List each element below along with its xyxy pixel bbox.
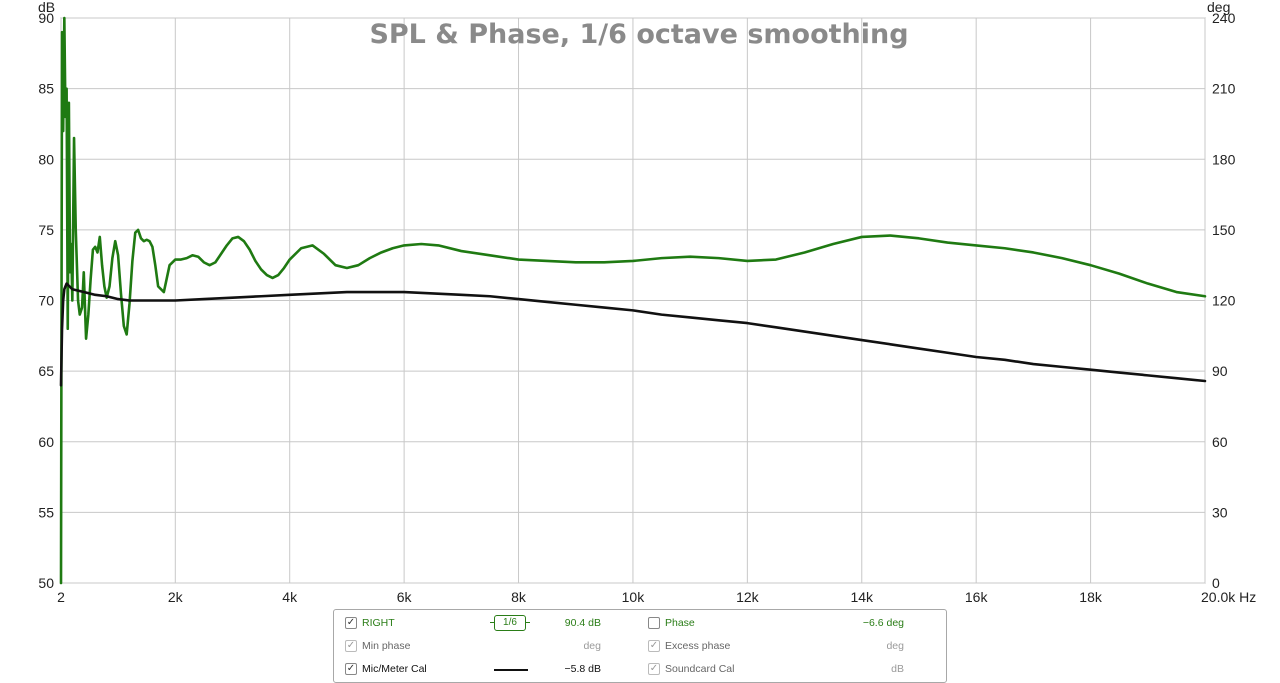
x-tick-label: 14k xyxy=(850,589,874,605)
smoothing-indicator[interactable]: 1/6 xyxy=(490,615,530,631)
phase-value: −6.6 deg xyxy=(862,617,904,629)
legend-row-min-phase: ✓ Min phase deg ✓ Excess phase deg xyxy=(334,635,946,657)
excess-phase-checkbox[interactable]: ✓ xyxy=(648,640,660,652)
right-tick-label: 180 xyxy=(1212,151,1236,167)
chart-title: SPL & Phase, 1/6 octave smoothing xyxy=(369,19,908,50)
x-tick-label: 18k xyxy=(1079,589,1103,605)
left-axis-unit: dB xyxy=(38,0,55,15)
right-value: 90.4 dB xyxy=(564,617,601,629)
right-tick-label: 90 xyxy=(1212,363,1228,379)
x-tick-label: 4k xyxy=(282,589,298,605)
x-tick-label: 6k xyxy=(397,589,413,605)
mic-cal-checkbox[interactable]: ✓ xyxy=(345,663,357,675)
left-tick-label: 55 xyxy=(38,504,54,520)
series-layer xyxy=(59,16,1207,585)
right-checkbox[interactable]: ✓ xyxy=(345,617,357,629)
left-tick-label: 70 xyxy=(38,293,54,309)
x-tick-label: 8k xyxy=(511,589,527,605)
x-tick-label: 2k xyxy=(168,589,184,605)
phase-checkbox[interactable] xyxy=(648,617,660,629)
mic-cal-line-sample xyxy=(494,669,528,671)
mic-cal-value: −5.8 dB xyxy=(564,663,602,675)
left-tick-label: 60 xyxy=(38,434,54,450)
x-tick-label: 20.0k Hz xyxy=(1201,589,1256,605)
min-phase-checkbox[interactable]: ✓ xyxy=(345,640,357,652)
right-tick-label: 210 xyxy=(1212,81,1236,97)
min-phase-label: Min phase xyxy=(362,640,411,652)
x-tick-label: 10k xyxy=(622,589,646,605)
right-axis-unit: deg xyxy=(1207,0,1230,15)
left-tick-label: 90 xyxy=(38,10,54,26)
legend-panel: ✓ RIGHT 1/6 90.4 dB Phase −6.6 deg ✓ Min… xyxy=(333,609,947,683)
spl-series-mic-cal-line xyxy=(59,282,1207,387)
left-tick-label: 85 xyxy=(38,81,54,97)
soundcard-cal-value: dB xyxy=(891,663,904,675)
chart-grid xyxy=(60,17,1206,584)
min-phase-value: deg xyxy=(583,640,601,652)
right-tick-label: 240 xyxy=(1212,10,1236,26)
x-tick-label: 2 xyxy=(57,589,65,605)
soundcard-cal-label: Soundcard Cal xyxy=(665,663,735,675)
left-tick-label: 50 xyxy=(38,575,54,591)
excess-phase-value: deg xyxy=(886,640,904,652)
spl-series-right-line xyxy=(59,16,1207,585)
legend-row-right: ✓ RIGHT 1/6 90.4 dB Phase −6.6 deg xyxy=(334,612,946,634)
left-tick-label: 65 xyxy=(38,363,54,379)
x-tick-label: 12k xyxy=(736,589,760,605)
right-tick-label: 150 xyxy=(1212,222,1236,238)
x-axis-ticks: 2 2k 4k 6k 8k 10k 12k 14k 16k 18k 20.0k Hz xyxy=(57,589,1256,605)
x-tick-label: 16k xyxy=(965,589,989,605)
right-tick-label: 30 xyxy=(1212,504,1228,520)
legend-row-mic-cal: ✓ Mic/Meter Cal −5.8 dB ✓ Soundcard Cal … xyxy=(334,658,946,680)
right-series-label: RIGHT xyxy=(362,617,395,629)
right-axis-ticks: 0 30 60 90 120 150 180 210 240 xyxy=(1212,10,1236,591)
right-tick-label: 60 xyxy=(1212,434,1228,450)
left-tick-label: 75 xyxy=(38,222,54,238)
left-axis-ticks: 50 55 60 65 70 75 80 85 90 xyxy=(38,10,54,591)
right-tick-label: 120 xyxy=(1212,293,1236,309)
soundcard-cal-checkbox[interactable]: ✓ xyxy=(648,663,660,675)
mic-cal-label: Mic/Meter Cal xyxy=(362,663,427,675)
excess-phase-label: Excess phase xyxy=(665,640,731,652)
phase-label: Phase xyxy=(665,617,695,629)
left-tick-label: 80 xyxy=(38,151,54,167)
right-tick-label: 0 xyxy=(1212,575,1220,591)
